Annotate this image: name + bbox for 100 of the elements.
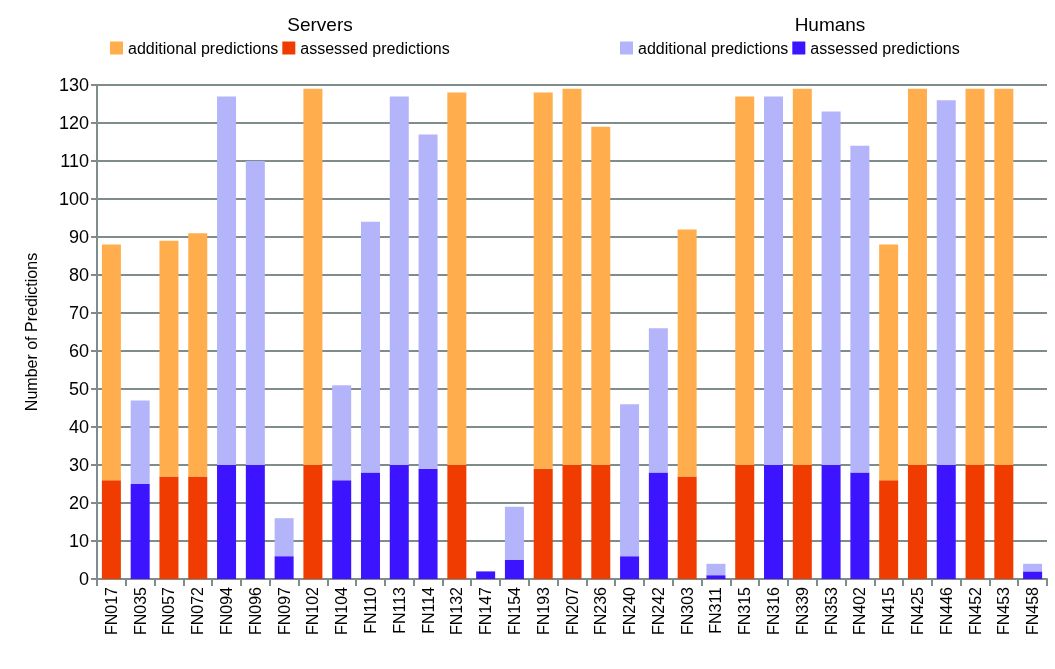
bar — [130, 484, 150, 579]
x-tick-label: FN453 — [995, 586, 1013, 636]
bar — [792, 88, 812, 465]
legend-label: assessed predictions — [300, 39, 450, 57]
bar — [620, 404, 640, 557]
bar — [936, 100, 956, 465]
bar — [879, 480, 899, 579]
bar — [159, 240, 179, 477]
y-tick-label: 60 — [68, 341, 89, 361]
bar — [850, 145, 870, 473]
bar — [1023, 563, 1043, 572]
bar — [447, 92, 467, 465]
bar — [792, 465, 812, 579]
text: Servers — [287, 14, 353, 35]
bar — [389, 465, 409, 579]
x-tick-label: FN315 — [736, 586, 754, 636]
bar — [1023, 571, 1043, 579]
x-tick-label: FN311 — [707, 586, 725, 634]
bar — [706, 575, 726, 579]
x-tick-label: FN339 — [793, 586, 811, 636]
x-tick-label: FN425 — [908, 586, 926, 636]
bar — [821, 111, 841, 465]
bar — [533, 468, 553, 579]
bar — [533, 92, 553, 469]
bar — [217, 465, 237, 579]
x-tick-label: FN415 — [880, 586, 898, 636]
x-tick-label: FN096 — [246, 586, 264, 636]
bar — [994, 465, 1014, 579]
x-tick-label: FN094 — [218, 586, 236, 636]
bar — [706, 563, 726, 576]
bar — [562, 465, 582, 579]
y-tick-label: 130 — [58, 75, 89, 95]
bar — [907, 465, 927, 579]
x-tick-label: FN110 — [361, 586, 379, 634]
y-axis-title: Number of Predictions — [22, 252, 40, 412]
y-tick-label: 40 — [68, 417, 89, 437]
bar — [101, 480, 121, 579]
x-tick-label: FN353 — [822, 586, 840, 636]
bar — [101, 244, 121, 481]
bar — [821, 465, 841, 579]
x-tick-label: FN072 — [189, 586, 207, 636]
x-tick-label: FN017 — [102, 586, 120, 636]
bar — [504, 506, 524, 560]
bar — [332, 480, 352, 579]
bar — [418, 468, 438, 579]
bar — [159, 476, 179, 579]
bar — [591, 126, 611, 465]
y-tick-label: 10 — [68, 531, 89, 551]
bar — [418, 134, 438, 469]
y-tick-label: 0 — [78, 569, 89, 589]
x-tick-label: FN303 — [678, 586, 696, 636]
bar — [188, 233, 208, 477]
x-tick-label: FN114 — [419, 586, 437, 634]
bar — [360, 221, 380, 473]
legend-label: additional predictions — [638, 39, 789, 57]
bar — [360, 472, 380, 579]
bar — [274, 556, 294, 579]
legend-label: additional predictions — [128, 39, 279, 57]
bar — [907, 88, 927, 465]
y-tick-label: 30 — [68, 455, 89, 475]
x-tick-label: FN193 — [534, 586, 552, 636]
bar — [850, 472, 870, 579]
y-tick-label: 100 — [58, 189, 89, 209]
bar — [879, 244, 899, 481]
text: Humans — [794, 14, 866, 35]
y-tick-label: 20 — [68, 493, 89, 513]
bar — [764, 465, 784, 579]
bar — [504, 560, 524, 579]
bar — [764, 96, 784, 465]
bar — [965, 88, 985, 465]
x-tick-label: FN154 — [505, 586, 523, 636]
y-tick-label: 80 — [68, 265, 89, 285]
x-tick-label: FN035 — [131, 586, 149, 636]
bar — [217, 96, 237, 465]
x-tick-label: FN458 — [1024, 586, 1042, 636]
bar — [620, 556, 640, 579]
bar — [677, 229, 697, 477]
y-tick-label: 50 — [68, 379, 89, 399]
bar — [994, 88, 1014, 465]
bar — [965, 465, 985, 579]
x-tick-label: FN207 — [563, 586, 581, 636]
bar — [389, 96, 409, 465]
bar — [476, 571, 496, 579]
x-tick-label: FN316 — [765, 586, 783, 636]
bar — [245, 161, 265, 465]
bar — [245, 465, 265, 579]
bar — [303, 465, 323, 579]
x-tick-label: FN104 — [333, 586, 351, 636]
bar — [591, 465, 611, 579]
bar — [677, 476, 697, 579]
bar — [447, 465, 467, 579]
x-tick-label: FN057 — [160, 586, 178, 636]
x-tick-label: FN236 — [592, 586, 610, 636]
bar — [274, 518, 294, 557]
y-tick-label: 110 — [60, 151, 89, 171]
bar — [936, 465, 956, 579]
bar — [562, 88, 582, 465]
bar — [303, 88, 323, 465]
y-tick-label: 70 — [68, 303, 89, 323]
x-tick-label: FN147 — [477, 586, 495, 636]
